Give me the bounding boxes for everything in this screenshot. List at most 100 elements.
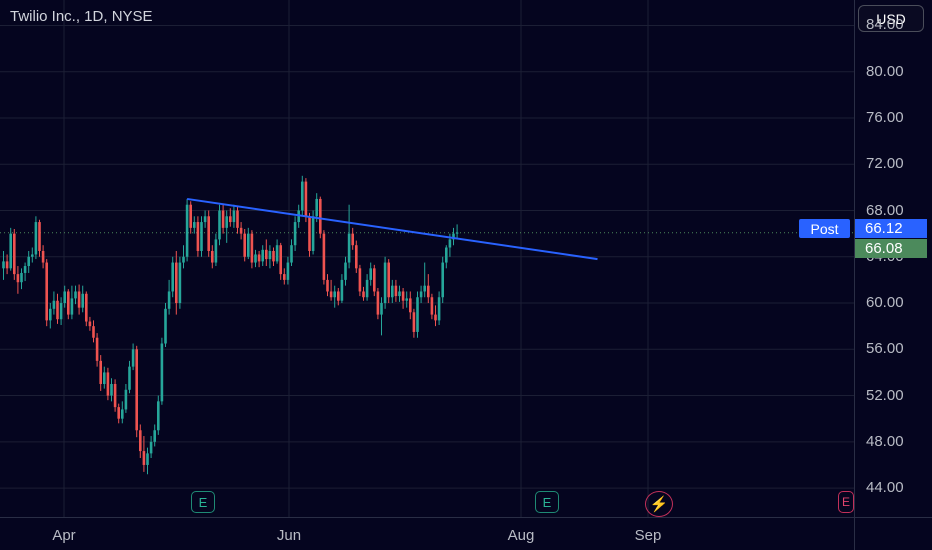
candle-body [351,233,354,246]
candle-body [434,314,437,321]
candle-body [236,210,239,228]
candle-body [337,291,340,301]
price-tick-label: 56.00 [866,340,904,358]
candle-body [358,268,362,292]
candle-body [149,441,153,454]
candle-body [63,291,66,304]
candle-body [167,291,171,309]
candle-body [59,303,63,320]
time-tick-label: Sep [634,527,662,544]
candle-body [304,181,308,217]
candle-body [301,181,304,211]
candle-body [153,430,156,442]
candle-body [34,222,38,255]
currency-button[interactable]: USD [858,5,924,32]
candle-body [45,262,48,321]
candle-body [196,222,200,251]
candle-body [308,216,311,251]
price-tick-label: 80.00 [866,62,904,80]
candle-body [164,308,167,344]
candle-body [117,407,120,419]
trendline [186,197,598,261]
candle-body [41,250,45,263]
candle-body [441,262,444,298]
price-tick-label: 44.00 [866,479,904,497]
candle-body [218,210,221,240]
candle-body [95,337,99,361]
earnings-event-marker[interactable]: E [535,491,559,513]
candle-body [430,297,434,315]
candle-body [315,198,318,217]
candle-body [142,451,146,465]
candle-body [88,321,92,327]
candle-body [103,372,106,384]
candle-body [290,245,293,263]
candle-body [275,245,279,262]
candle-body [293,222,297,246]
price-tick-label: 76.00 [866,108,904,126]
candle-body [409,298,412,313]
candle-body [23,266,27,273]
symbol-title: Twilio Inc., 1D, NYSE [10,8,153,25]
candle-body [311,216,315,251]
candle-body [160,343,164,402]
candle-body [185,204,189,257]
candle-body [344,262,347,280]
price-tick-label: 52.00 [866,386,904,404]
price-tick-label: 84.00 [866,16,904,34]
candle-body [211,250,214,263]
candle-body [261,249,264,262]
candle-body [67,291,70,315]
candle-body [113,383,117,408]
candle-body [110,383,113,396]
candle-body [437,297,441,321]
candle-body [398,291,401,297]
candle-body [225,216,228,228]
lightning-icon[interactable]: ⚡ [645,491,673,517]
time-tick-label: Aug [507,527,535,544]
candle-body [380,303,383,315]
candle-body [106,372,110,396]
candle-body [31,254,34,257]
candle-body [427,285,430,298]
candle-body [373,268,376,292]
candle-body [56,300,59,320]
candle-body [171,262,174,292]
candle-body [257,254,261,262]
candle-body [135,349,138,431]
candle-body [412,312,416,332]
candle-body [279,245,282,275]
candle-body [203,216,207,223]
candle-body [38,222,41,251]
candle-body [124,389,128,410]
candle-body [243,233,246,257]
candle-body [20,272,23,283]
candle-body [27,256,30,267]
candle-body [229,216,232,223]
candle-body [139,430,142,452]
candle-body [394,285,398,297]
candle-body [121,409,124,419]
candle-body [9,233,12,269]
candle-body [221,210,225,228]
post-market-price-badge: 66.12 [855,219,927,238]
candle-body [405,298,408,301]
candle-body [423,285,426,292]
candle-body [92,326,95,338]
candle-body [265,249,268,260]
candle-body [49,308,52,321]
candle-body [401,291,405,301]
candle-body [268,250,272,260]
candle-body [157,401,160,431]
candle-body [329,291,333,298]
time-tick-label: Apr [52,527,76,544]
candle-body [200,222,203,251]
candle-body [455,232,459,234]
earnings-event-marker-partial[interactable]: E [838,491,854,513]
price-tick-label: 72.00 [866,155,904,173]
candle-body [347,233,351,263]
earnings-event-marker[interactable]: E [191,491,215,513]
candle-body [387,262,390,298]
candle-body [193,222,196,228]
